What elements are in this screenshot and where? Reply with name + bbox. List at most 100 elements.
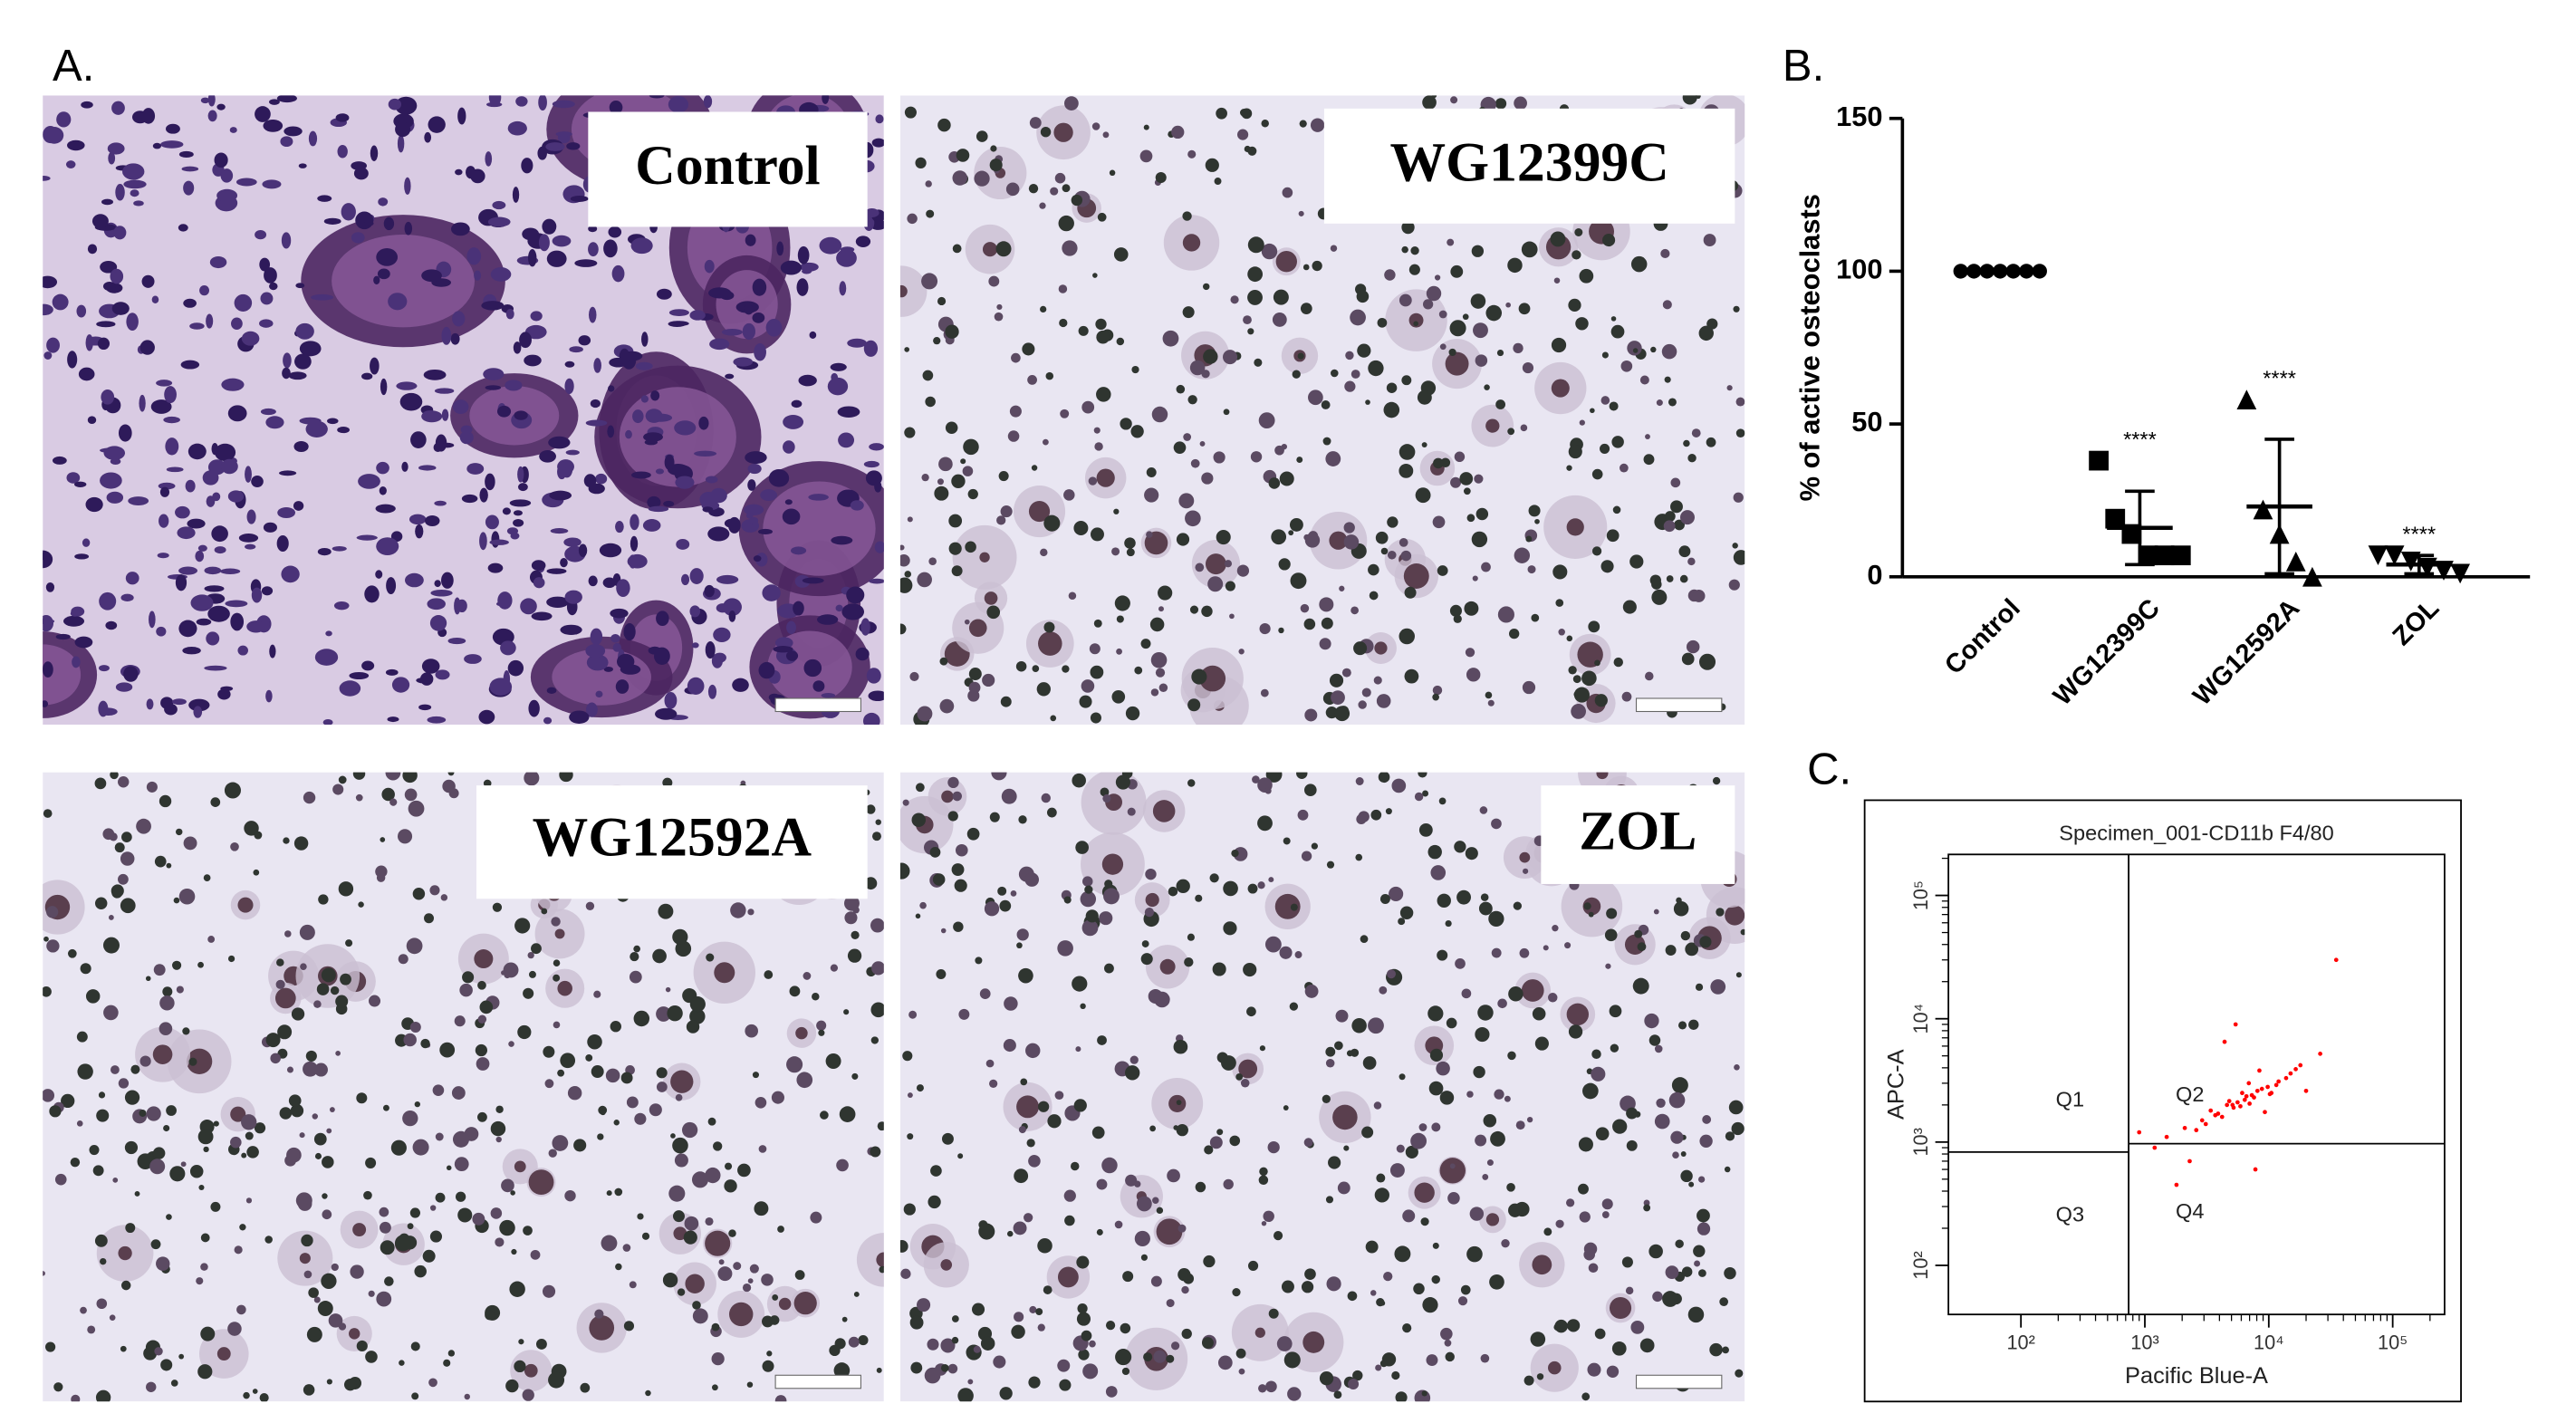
cell xyxy=(1685,942,1699,957)
cell xyxy=(391,677,410,693)
cell xyxy=(322,718,333,726)
cell xyxy=(1733,305,1740,312)
cell xyxy=(1120,1322,1131,1334)
cell xyxy=(1134,1230,1150,1247)
cell xyxy=(637,1213,644,1220)
cell xyxy=(994,312,1004,322)
cell xyxy=(154,855,167,868)
cell xyxy=(1488,910,1504,927)
cell xyxy=(118,873,129,885)
cell xyxy=(853,1292,860,1297)
data-point xyxy=(2293,1067,2298,1072)
cell xyxy=(499,1219,515,1236)
cell xyxy=(1325,1046,1336,1057)
cell xyxy=(341,203,356,221)
cell xyxy=(146,781,158,793)
cell xyxy=(209,255,227,269)
cell xyxy=(1378,772,1390,784)
cell xyxy=(475,1043,488,1057)
cell xyxy=(163,416,180,424)
cell xyxy=(1552,925,1559,932)
cell xyxy=(200,1326,216,1341)
cell xyxy=(704,259,715,274)
cell xyxy=(1231,849,1239,858)
cell xyxy=(1687,557,1696,566)
cell xyxy=(990,145,997,152)
cell xyxy=(622,1244,631,1252)
cell xyxy=(1591,546,1602,556)
cell xyxy=(1007,430,1020,442)
cell xyxy=(899,862,910,880)
cell xyxy=(917,1298,931,1312)
cell xyxy=(1162,330,1179,347)
cell xyxy=(385,772,401,781)
cell xyxy=(754,1201,769,1216)
cell xyxy=(1530,1332,1546,1347)
cell xyxy=(195,550,205,562)
cell xyxy=(1312,260,1322,272)
cell xyxy=(1588,911,1594,918)
cell xyxy=(1078,1349,1090,1361)
cell xyxy=(910,1361,923,1374)
cell xyxy=(1551,337,1567,353)
cell xyxy=(1391,1370,1400,1380)
cell xyxy=(1214,178,1222,186)
cell-core xyxy=(1275,251,1297,273)
cell xyxy=(848,1336,860,1348)
cell xyxy=(1691,428,1701,437)
cell xyxy=(515,96,528,107)
cell xyxy=(519,332,532,349)
cell xyxy=(137,1153,154,1170)
cell xyxy=(1380,547,1389,555)
cell xyxy=(899,544,905,551)
cell xyxy=(1679,574,1688,583)
cell xyxy=(549,490,572,501)
micrograph-label: WG12592A xyxy=(533,807,812,869)
cell xyxy=(1281,1280,1294,1293)
y-tick-label: 10⁴ xyxy=(1909,1004,1932,1034)
cell xyxy=(262,179,282,189)
cell xyxy=(609,100,623,115)
cell xyxy=(1518,303,1531,315)
y-tick-label: 100 xyxy=(1836,254,1882,285)
cell xyxy=(290,1104,304,1118)
cell xyxy=(1187,933,1195,941)
cell xyxy=(1276,1336,1293,1351)
cell xyxy=(758,528,774,535)
cell xyxy=(1525,535,1533,543)
cell xyxy=(288,371,307,380)
cell xyxy=(608,226,622,238)
cell xyxy=(421,659,440,674)
cell xyxy=(841,1316,848,1322)
cell xyxy=(82,538,91,547)
cell xyxy=(630,952,639,962)
data-point xyxy=(2276,1079,2282,1084)
cell xyxy=(477,1014,487,1024)
cell xyxy=(546,568,567,574)
cell xyxy=(1600,443,1610,454)
cell xyxy=(552,100,575,109)
cell xyxy=(1209,1136,1223,1149)
cell xyxy=(1368,360,1384,377)
cell xyxy=(1389,1163,1405,1178)
cell xyxy=(1473,1065,1485,1079)
cell xyxy=(1408,264,1420,275)
cell xyxy=(642,519,661,532)
cell xyxy=(464,654,482,664)
cell xyxy=(1473,322,1488,339)
cell xyxy=(655,468,665,475)
cell xyxy=(227,1322,242,1336)
cell xyxy=(1693,1245,1706,1257)
cell xyxy=(245,543,256,550)
cell xyxy=(99,665,110,672)
cell xyxy=(1506,1183,1515,1192)
cell-core xyxy=(237,897,254,913)
cell xyxy=(1116,337,1125,346)
cell-core xyxy=(1609,1296,1632,1320)
cell xyxy=(1626,1139,1638,1151)
cell xyxy=(1131,365,1139,374)
cell xyxy=(1153,1350,1167,1363)
cell xyxy=(72,656,81,668)
cell xyxy=(368,1290,375,1297)
cell xyxy=(705,1216,714,1226)
